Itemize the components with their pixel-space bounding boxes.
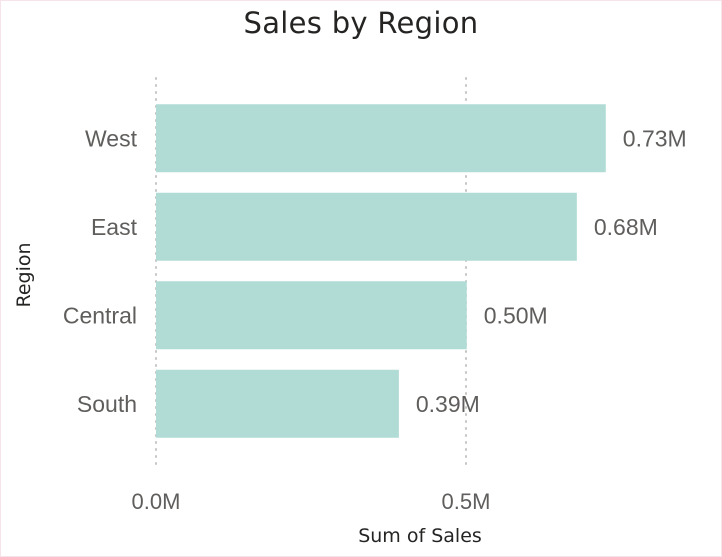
- bar[interactable]: [156, 281, 467, 350]
- bar[interactable]: [156, 369, 399, 438]
- data-label: 0.39M: [416, 391, 480, 417]
- category-label: South: [77, 391, 137, 417]
- data-labels: 0.73M 0.68M 0.50M 0.39M: [416, 125, 687, 417]
- category-label: West: [85, 125, 138, 151]
- bars: [156, 104, 606, 438]
- x-tick-label: 0.0M: [132, 489, 181, 514]
- bar[interactable]: [156, 192, 577, 261]
- y-axis-title: Region: [13, 242, 35, 307]
- bar[interactable]: [156, 104, 606, 173]
- x-tick-labels: 0.0M 0.5M: [132, 489, 491, 514]
- category-labels: West East Central South: [63, 125, 138, 417]
- category-label: East: [91, 214, 138, 240]
- data-label: 0.68M: [594, 214, 658, 240]
- chart-title: Sales by Region: [243, 6, 479, 40]
- data-label: 0.73M: [623, 125, 687, 151]
- category-label: Central: [63, 302, 137, 328]
- x-axis-title: Sum of Sales: [358, 525, 482, 547]
- data-label: 0.50M: [484, 302, 548, 328]
- x-tick-label: 0.5M: [442, 489, 491, 514]
